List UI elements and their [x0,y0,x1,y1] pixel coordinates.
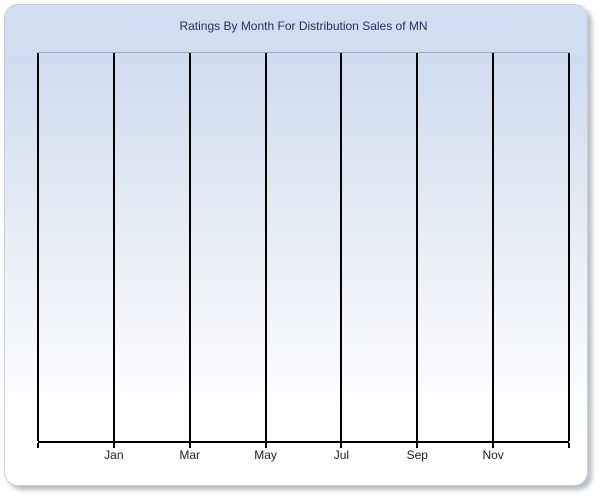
vertical-gridline [188,53,191,441]
vertical-gridline [264,53,267,441]
x-axis-tick [492,443,495,448]
x-axis-tick [188,443,191,448]
x-axis-label: Mar [179,448,201,462]
vertical-gridline [568,53,570,441]
x-axis-tick [416,443,419,448]
vertical-gridline [416,53,419,441]
vertical-gridline [112,53,115,441]
x-axis-tick [264,443,267,448]
x-axis-label: Jul [333,448,350,462]
vertical-gridline [37,53,39,441]
x-axis: Jan Mar May Jul Sep Nov [37,443,570,469]
x-axis-label: Jan [104,448,124,462]
x-axis-tick [568,443,570,448]
x-axis-label: Nov [482,448,504,462]
x-axis-label: May [254,448,277,462]
chart-title: Ratings By Month For Distribution Sales … [179,19,428,33]
plot-area [37,52,570,443]
chart-panel: Ratings By Month For Distribution Sales … [4,4,588,486]
vertical-gridline [492,53,495,441]
vertical-gridline [340,53,343,441]
x-axis-tick [37,443,39,448]
x-axis-label: Sep [406,448,428,462]
x-axis-tick [112,443,115,448]
x-axis-tick [340,443,343,448]
